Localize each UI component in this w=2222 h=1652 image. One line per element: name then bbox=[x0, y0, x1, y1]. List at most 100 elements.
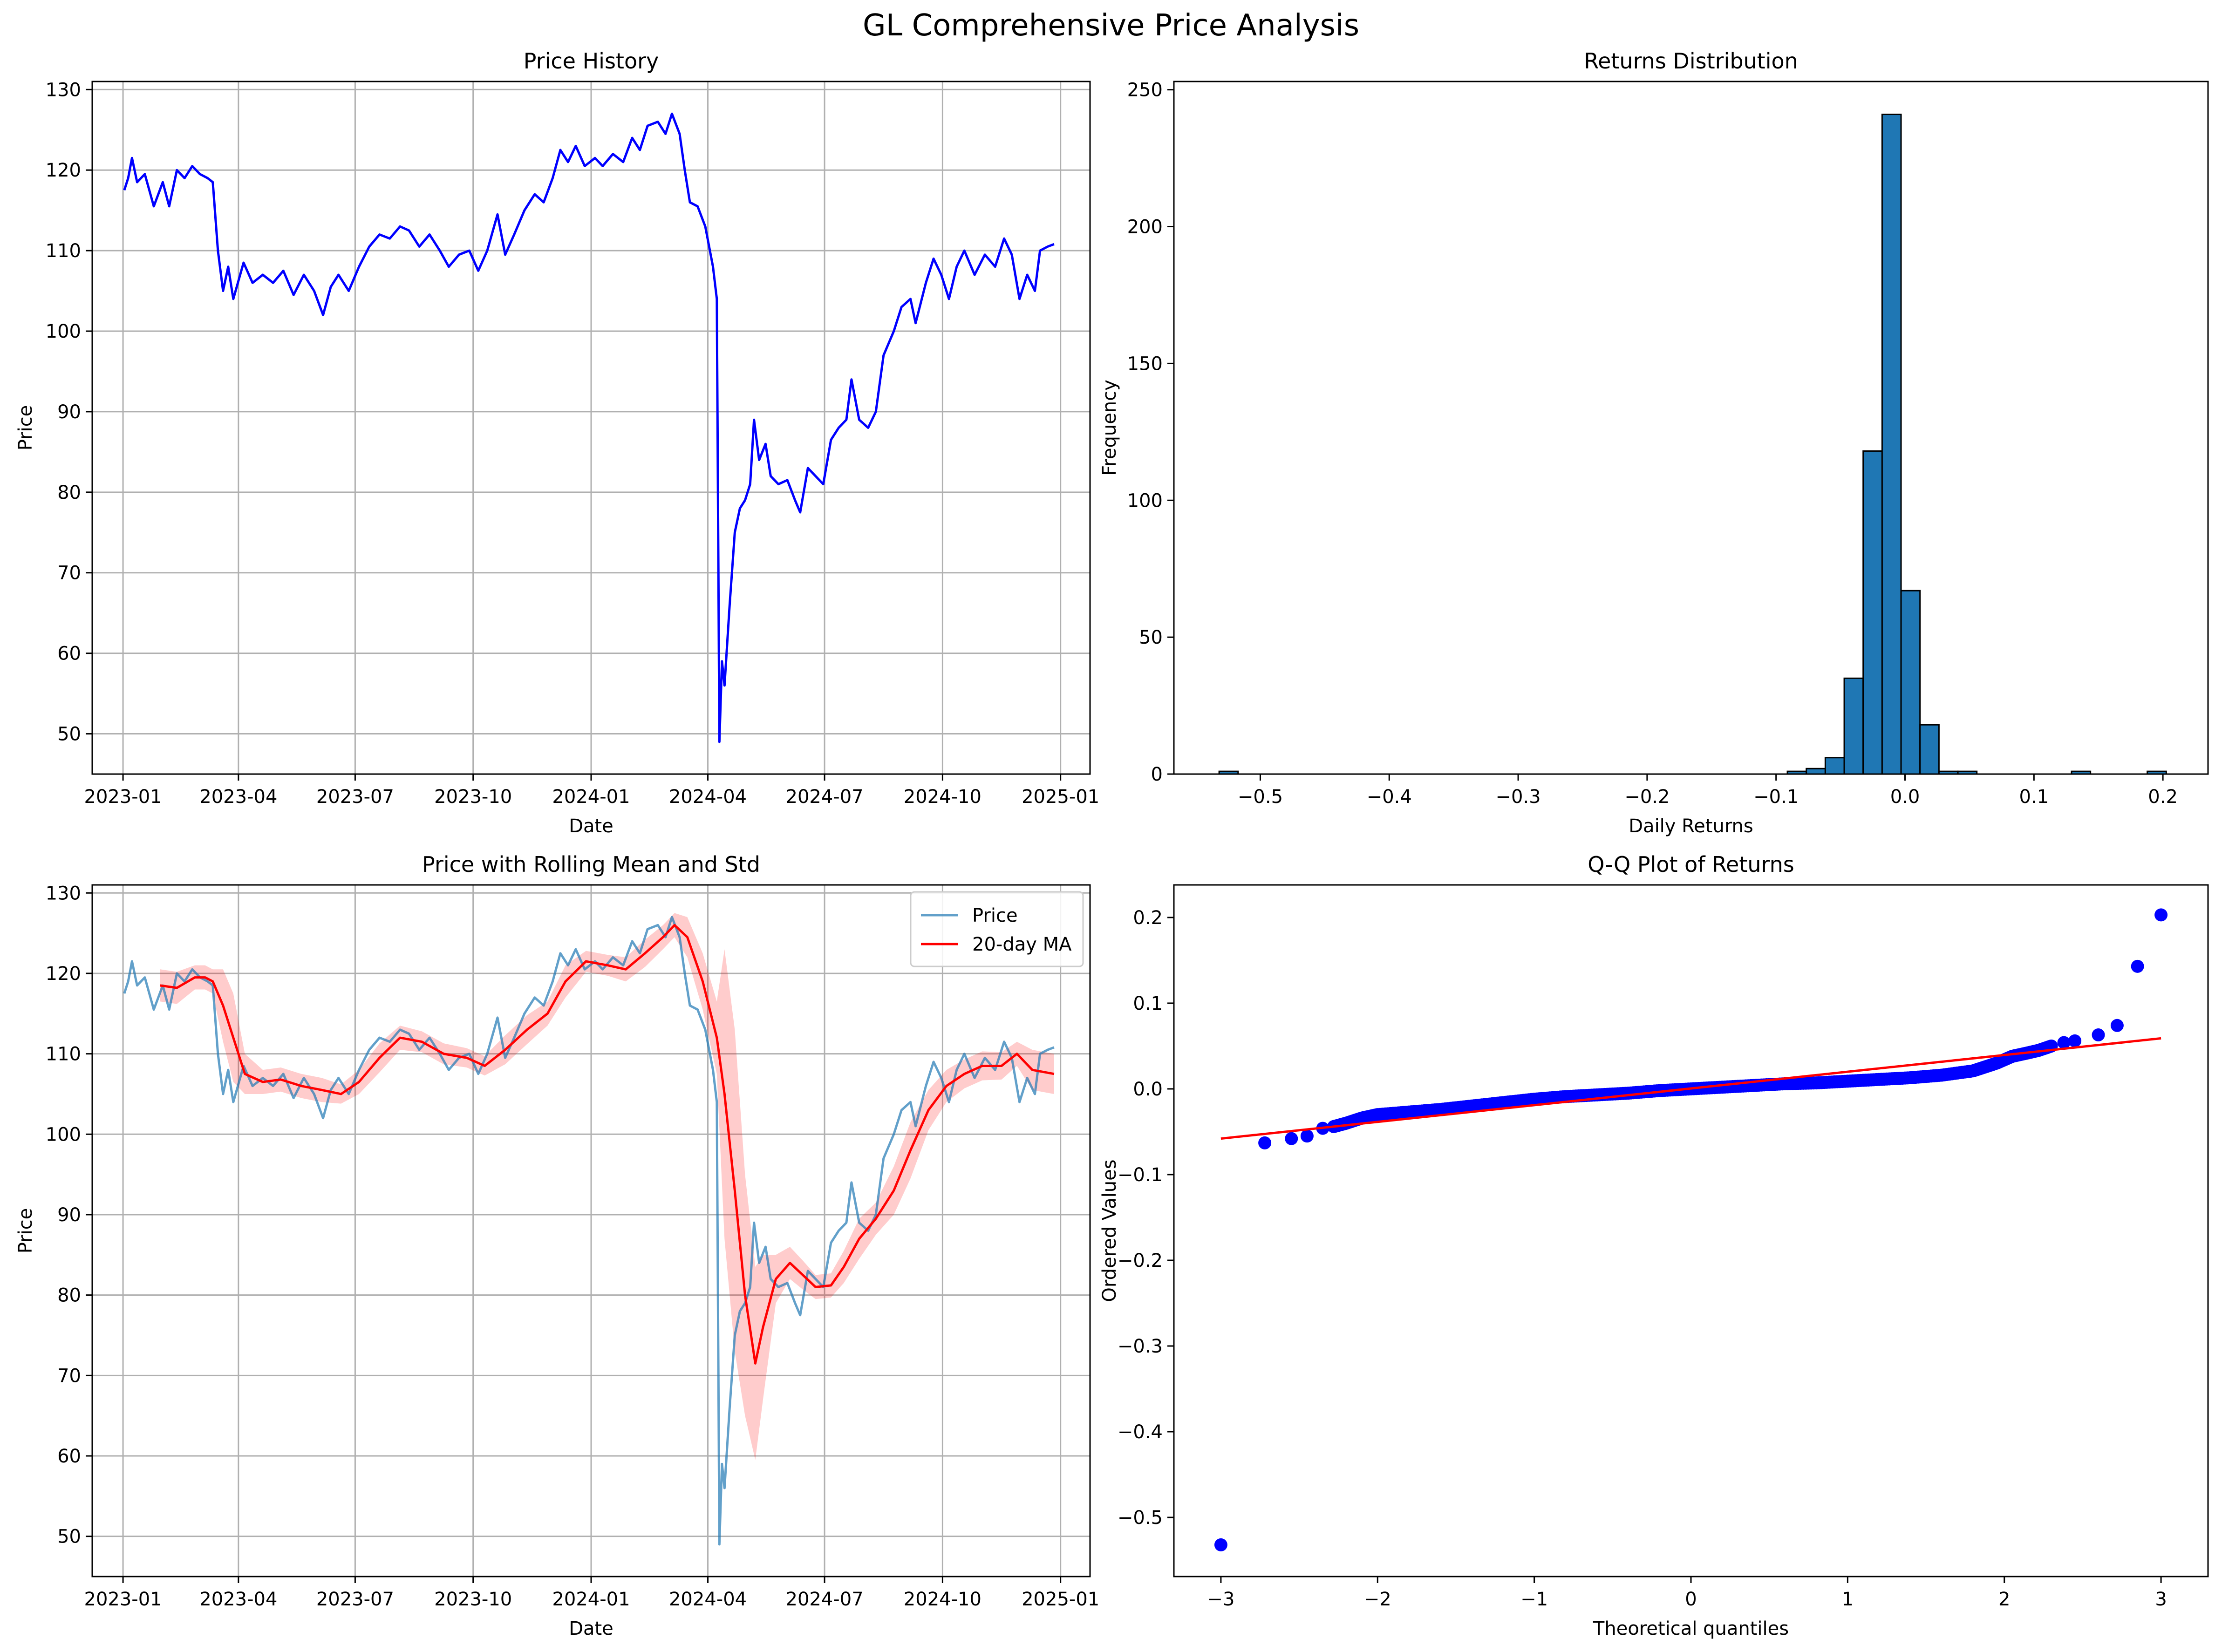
returns_distribution-xtick-label: 0.2 bbox=[2148, 786, 2178, 808]
price_history-ytick-label: 60 bbox=[57, 643, 81, 665]
returns_distribution-xlabel: Daily Returns bbox=[1629, 816, 1753, 837]
qq_plot-title: Q-Q Plot of Returns bbox=[1588, 852, 1794, 877]
returns_distribution-xtick-label: −0.5 bbox=[1238, 786, 1283, 808]
returns_distribution-ytick-label: 0 bbox=[1151, 764, 1163, 785]
returns_distribution-ytick-label: 200 bbox=[1127, 217, 1163, 238]
price_history-ytick-label: 100 bbox=[46, 321, 81, 342]
qq_plot-ytick-label: −0.4 bbox=[1118, 1421, 1163, 1443]
qq-fit-line bbox=[1220, 1037, 2161, 1140]
qq-point bbox=[2131, 959, 2144, 973]
returns_distribution-axes: Returns Distribution Daily Returns Frequen… bbox=[1099, 48, 2209, 837]
histogram-bar bbox=[1862, 450, 1883, 775]
returns_distribution-xtick-label: −0.3 bbox=[1496, 786, 1541, 808]
returns_distribution-xtick-label: 0.1 bbox=[2019, 786, 2049, 808]
histogram-bar bbox=[1881, 114, 1902, 775]
rolling-title: Price with Rolling Mean and Std bbox=[422, 852, 760, 877]
qq_plot-xtick-label: 2 bbox=[1998, 1589, 2010, 1610]
histogram-bar bbox=[1824, 757, 1845, 775]
price_history-xtick-label: 2023-10 bbox=[434, 786, 512, 808]
price_history-xtick-label: 2024-10 bbox=[904, 786, 981, 808]
price_history-axes: Price History Date Price 2023-01 2023-04 2023… bbox=[15, 48, 1099, 837]
histogram-bar bbox=[1843, 677, 1864, 775]
ma-line bbox=[160, 924, 1055, 1365]
legend-label-price: Price bbox=[972, 905, 1018, 926]
rolling-xtick-label: 2024-04 bbox=[669, 1589, 747, 1610]
rolling-ytick-label: 90 bbox=[57, 1204, 81, 1226]
qq-point bbox=[1300, 1129, 1314, 1143]
qq-point bbox=[2057, 1036, 2071, 1049]
qq-point bbox=[1285, 1132, 1298, 1145]
qq_plot-axes: Q-Q Plot of Returns Theoretical quantiles… bbox=[1099, 852, 2209, 1639]
returns_distribution-ytick-label: 250 bbox=[1127, 80, 1163, 101]
qq_plot-ytick-label: −0.1 bbox=[1118, 1164, 1163, 1186]
rolling-frame bbox=[91, 884, 1091, 1577]
qq_plot-ytick-label: −0.3 bbox=[1118, 1336, 1163, 1357]
qq-point bbox=[2092, 1028, 2105, 1042]
legend: Price 20-day MA bbox=[910, 891, 1084, 967]
price_history-xtick-label: 2024-01 bbox=[552, 786, 630, 808]
qq_plot-xtick-label: 0 bbox=[1685, 1589, 1697, 1610]
qq-point bbox=[1214, 1538, 1227, 1551]
rolling-xtick-label: 2023-10 bbox=[434, 1589, 512, 1610]
price_history-xtick-label: 2023-01 bbox=[84, 786, 162, 808]
price_history-xtick-label: 2024-07 bbox=[786, 786, 864, 808]
returns_distribution-xtick-label: 0.0 bbox=[1890, 786, 1920, 808]
qq_plot-ytick-label: 0.0 bbox=[1133, 1079, 1163, 1100]
rolling-ytick-label: 70 bbox=[57, 1365, 81, 1387]
price_history-xlabel: Date bbox=[569, 816, 613, 837]
rolling-xtick-label: 2023-01 bbox=[84, 1589, 162, 1610]
rolling-ytick-label: 110 bbox=[46, 1044, 81, 1065]
rolling-xtick-label: 2025-01 bbox=[1022, 1589, 1099, 1610]
price_history-title: Price History bbox=[524, 48, 659, 74]
histogram-bar bbox=[1900, 590, 1921, 775]
qq_plot-frame bbox=[1173, 884, 2209, 1577]
rolling-ytick-label: 120 bbox=[46, 963, 81, 985]
histogram-bar bbox=[1919, 724, 1940, 775]
qq_plot-ytick-label: 0.2 bbox=[1133, 907, 1163, 929]
returns_distribution-ytick-label: 50 bbox=[1139, 627, 1163, 648]
qq_plot-ytick-label: −0.5 bbox=[1118, 1507, 1163, 1529]
returns_distribution-xtick-label: −0.4 bbox=[1367, 786, 1412, 808]
qq_plot-xtick-label: −3 bbox=[1207, 1589, 1234, 1610]
histogram-bar bbox=[1806, 768, 1826, 775]
returns_distribution-ytick-label: 100 bbox=[1127, 490, 1163, 511]
price_history-ytick-label: 70 bbox=[57, 563, 81, 584]
rolling-ytick-label: 130 bbox=[46, 883, 81, 904]
price_history-xtick-label: 2025-01 bbox=[1022, 786, 1099, 808]
returns_distribution-title: Returns Distribution bbox=[1584, 48, 1798, 74]
price_history-ytick-label: 120 bbox=[46, 160, 81, 181]
returns_distribution-xtick-label: −0.2 bbox=[1624, 786, 1670, 808]
legend-label-ma: 20-day MA bbox=[972, 934, 1072, 955]
rolling-ytick-label: 60 bbox=[57, 1446, 81, 1467]
qq_plot-xtick-label: 3 bbox=[2155, 1589, 2167, 1610]
rolling-xlabel: Date bbox=[569, 1618, 613, 1639]
qq-point bbox=[2154, 908, 2168, 922]
rolling-xtick-label: 2024-10 bbox=[904, 1589, 981, 1610]
figure-title: GL Comprehensive Price Analysis bbox=[862, 8, 1360, 43]
price_history-ytick-label: 90 bbox=[57, 401, 81, 423]
price_history-xtick-label: 2024-04 bbox=[669, 786, 747, 808]
qq-point bbox=[1258, 1136, 1272, 1149]
price-line bbox=[123, 112, 1055, 743]
price_history-ytick-label: 80 bbox=[57, 482, 81, 503]
returns_distribution-frame bbox=[1173, 81, 2209, 775]
std-band bbox=[160, 913, 1054, 1460]
price_history-ytick-label: 110 bbox=[46, 240, 81, 262]
qq_plot-xtick-label: −2 bbox=[1364, 1589, 1391, 1610]
price_history-ytick-label: 50 bbox=[57, 724, 81, 745]
rolling-ytick-label: 80 bbox=[57, 1285, 81, 1306]
price_history-xtick-label: 2023-04 bbox=[199, 786, 277, 808]
price_history-frame bbox=[91, 81, 1091, 775]
price_history-xtick-label: 2023-07 bbox=[316, 786, 394, 808]
rolling-ylabel: Price bbox=[15, 1208, 36, 1254]
rolling-xtick-label: 2023-07 bbox=[316, 1589, 394, 1610]
returns_distribution-ytick-label: 150 bbox=[1127, 353, 1163, 374]
rolling-xtick-label: 2024-01 bbox=[552, 1589, 630, 1610]
qq_plot-ytick-label: −0.2 bbox=[1118, 1250, 1163, 1271]
price-line bbox=[123, 916, 1055, 1546]
rolling-xtick-label: 2024-07 bbox=[786, 1589, 864, 1610]
returns_distribution-xtick-label: −0.1 bbox=[1753, 786, 1799, 808]
rolling-ytick-label: 50 bbox=[57, 1526, 81, 1548]
